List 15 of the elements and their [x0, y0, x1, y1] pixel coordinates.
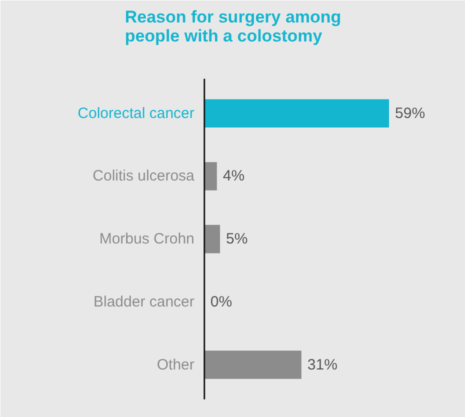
bar — [204, 224, 220, 254]
y-tick-label: Other — [156, 356, 194, 374]
y-tick-label: Bladder cancer — [93, 293, 194, 310]
y-tick-label: Colitis ulcerosa — [92, 168, 196, 185]
data-label: 5% — [226, 230, 248, 248]
data-label: 4% — [222, 168, 245, 185]
bar — [204, 350, 302, 379]
y-tick-label: Colorectal cancer — [78, 104, 194, 122]
bar — [204, 162, 217, 190]
data-label: 0% — [210, 293, 232, 310]
chart-title: Reason for surgery among people with a colostomy — [124, 8, 342, 46]
bar — [204, 99, 390, 128]
data-label: 31% — [307, 356, 338, 374]
data-label: 59% — [395, 104, 426, 122]
y-tick-label: Morbus Crohn — [99, 230, 194, 248]
